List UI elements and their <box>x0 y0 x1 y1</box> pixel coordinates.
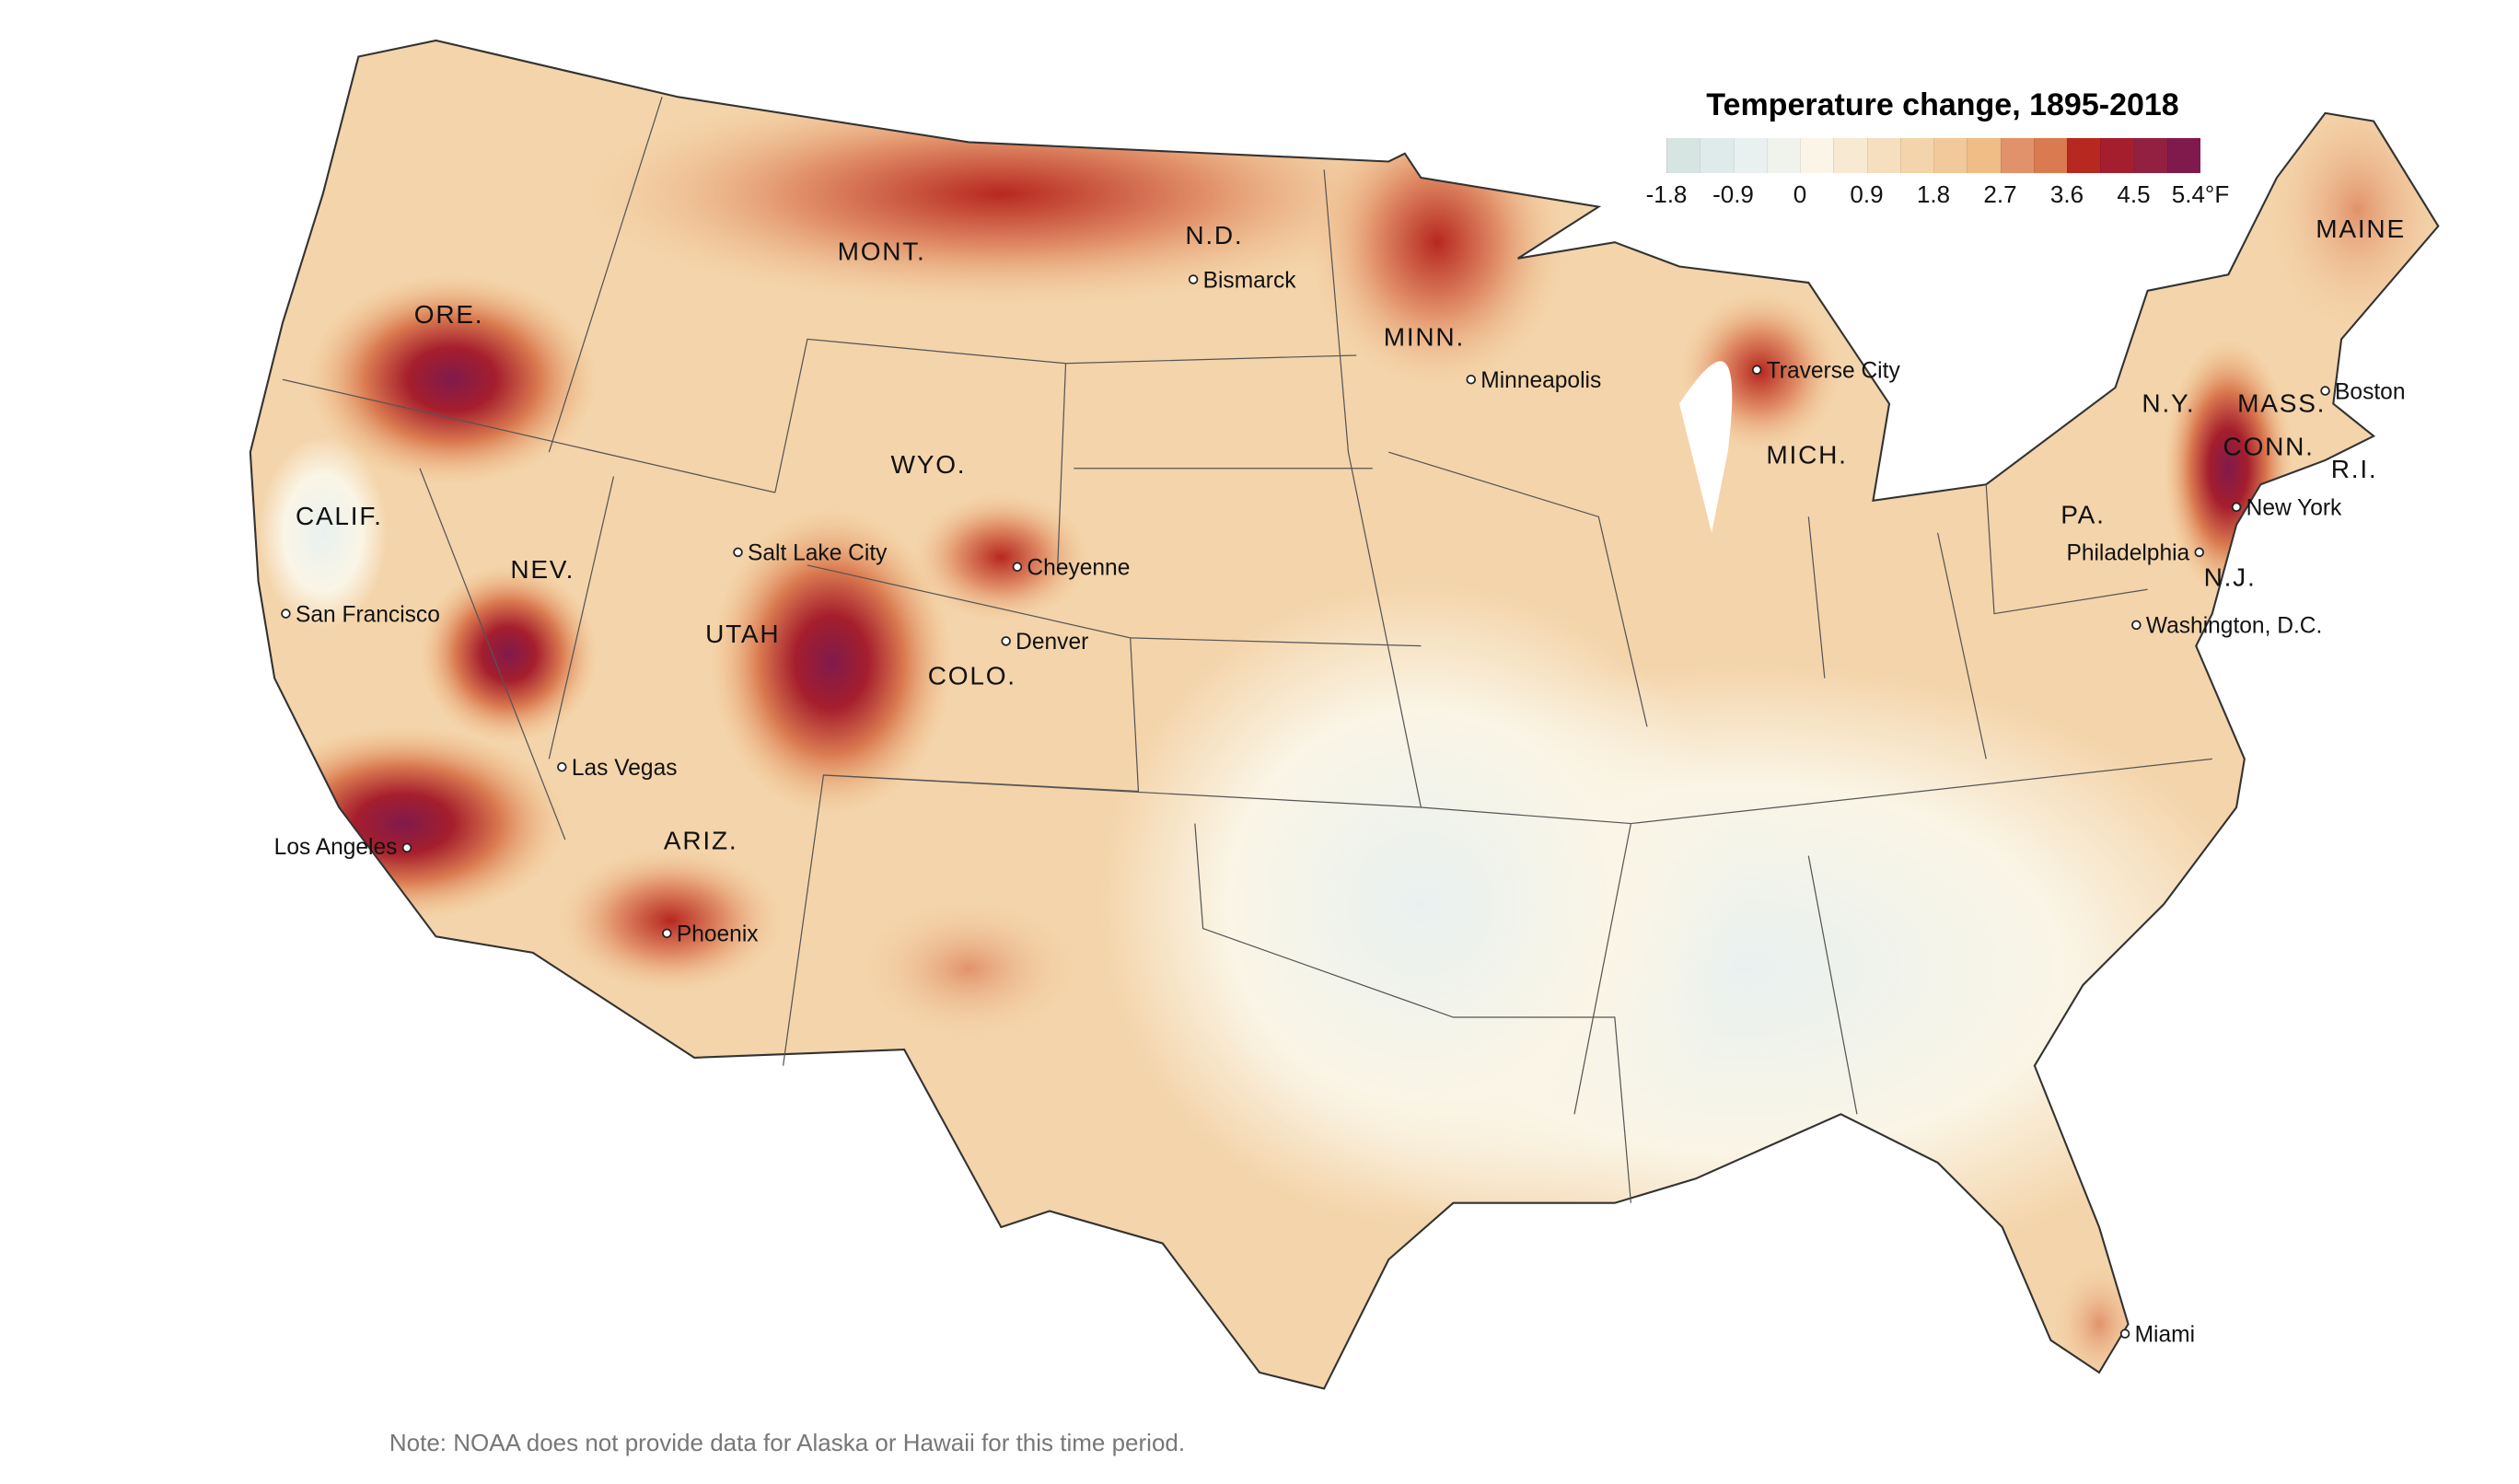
legend-tick-label: 4.5 <box>2117 180 2151 208</box>
state-label: CONN. <box>2223 433 2315 461</box>
legend-swatch <box>2166 138 2200 173</box>
city-label: Boston <box>2335 379 2405 404</box>
legend-swatch <box>2033 138 2067 173</box>
city-dot <box>1188 274 1199 284</box>
city-dot <box>2231 502 2242 513</box>
city-dot <box>662 928 672 939</box>
legend-swatch <box>1866 138 1900 173</box>
state-label: UTAH <box>705 620 780 648</box>
city-label: Traverse City <box>1767 359 1901 384</box>
city-dot <box>2320 386 2330 396</box>
city-dot <box>401 842 412 853</box>
legend-tick-label: 1.8 <box>1916 180 1951 208</box>
city-label: San Francisco <box>296 602 440 627</box>
city-label: Cheyenne <box>1027 555 1130 580</box>
color-legend: Temperature change, 1895-2018 -1.8 -0.9 0 0… <box>1646 87 2237 210</box>
state-labels: MONT. N.D. MINN. ORE. WYO. CALIF. NEV. U… <box>296 214 2406 855</box>
legend-swatch <box>1967 138 2001 173</box>
city-dot <box>1001 636 1011 646</box>
city-dot <box>1466 375 1477 385</box>
state-label: N.J. <box>2204 563 2257 592</box>
state-label: MAINE <box>2316 214 2406 243</box>
city-dot <box>2131 620 2142 631</box>
city-label: Washington, D.C. <box>2146 614 2322 639</box>
legend-swatch <box>1700 138 1734 173</box>
legend-tick-label: -0.9 <box>1712 180 1754 208</box>
state-label: MONT. <box>838 237 926 265</box>
city-label: New York <box>2246 496 2342 521</box>
state-label: WYO. <box>891 450 967 479</box>
legend-swatch <box>2000 138 2034 173</box>
legend-tick-label: 0.9 <box>1850 180 1884 208</box>
legend-swatch <box>2133 138 2167 173</box>
state-label: CALIF. <box>296 502 383 530</box>
legend-swatch <box>1833 138 1867 173</box>
city-dot <box>733 547 743 558</box>
city-label: Miami <box>2135 1323 2195 1348</box>
city-label: Los Angeles <box>274 835 398 860</box>
legend-tick-label: 5.4°F <box>2171 180 2230 208</box>
state-label: MICH. <box>1766 440 1847 469</box>
legend-tick-label: 3.6 <box>2049 180 2084 208</box>
state-label: N.Y. <box>2142 388 2195 417</box>
state-label: PA. <box>2060 500 2105 528</box>
city-dot <box>557 761 567 772</box>
legend-swatch <box>1666 138 1701 173</box>
legend-tick-label: -1.8 <box>1645 180 1688 208</box>
state-label: N.D. <box>1185 221 1243 249</box>
city-label: Phoenix <box>677 922 759 947</box>
state-label: R.I. <box>2331 455 2378 483</box>
city-dot <box>2194 547 2204 558</box>
legend-swatch <box>1766 138 1800 173</box>
city-dot <box>1751 365 1762 375</box>
state-label: ORE. <box>414 300 484 329</box>
state-label: COLO. <box>928 662 1016 690</box>
legend-swatch <box>1933 138 1968 173</box>
city-dot <box>281 609 291 619</box>
legend-swatch <box>1733 138 1767 173</box>
city-dot <box>1012 562 1023 572</box>
legend-swatch <box>2067 138 2101 173</box>
state-label: MASS. <box>2237 388 2326 417</box>
legend-tick-label: 0 <box>1793 180 1807 208</box>
city-label: Salt Lake City <box>748 541 888 566</box>
legend-color-bar <box>1666 138 2200 173</box>
legend-swatch <box>1800 138 1834 173</box>
state-label: MINN. <box>1384 322 1465 351</box>
legend-ticks: -1.8 -0.9 0 0.9 1.8 2.7 3.6 4.5 5.4°F <box>1646 173 2230 210</box>
state-label: NEV. <box>510 555 575 584</box>
city-markers: Bismarck Minneapolis Traverse City Bosto… <box>274 268 2406 1347</box>
state-label: ARIZ. <box>664 827 737 855</box>
legend-swatch <box>1899 138 1933 173</box>
legend-title: Temperature change, 1895-2018 <box>1706 87 2179 122</box>
legend-tick-label: 2.7 <box>1983 180 2017 208</box>
city-label: Las Vegas <box>572 756 678 781</box>
legend-swatch <box>2100 138 2134 173</box>
city-label: Denver <box>1016 630 1088 655</box>
city-label: Philadelphia <box>2066 541 2189 566</box>
city-label: Bismarck <box>1203 268 1297 293</box>
city-label: Minneapolis <box>1480 368 1601 393</box>
footnote: Note: NOAA does not provide data for Ala… <box>389 1429 1186 1456</box>
city-dot <box>2119 1328 2130 1339</box>
